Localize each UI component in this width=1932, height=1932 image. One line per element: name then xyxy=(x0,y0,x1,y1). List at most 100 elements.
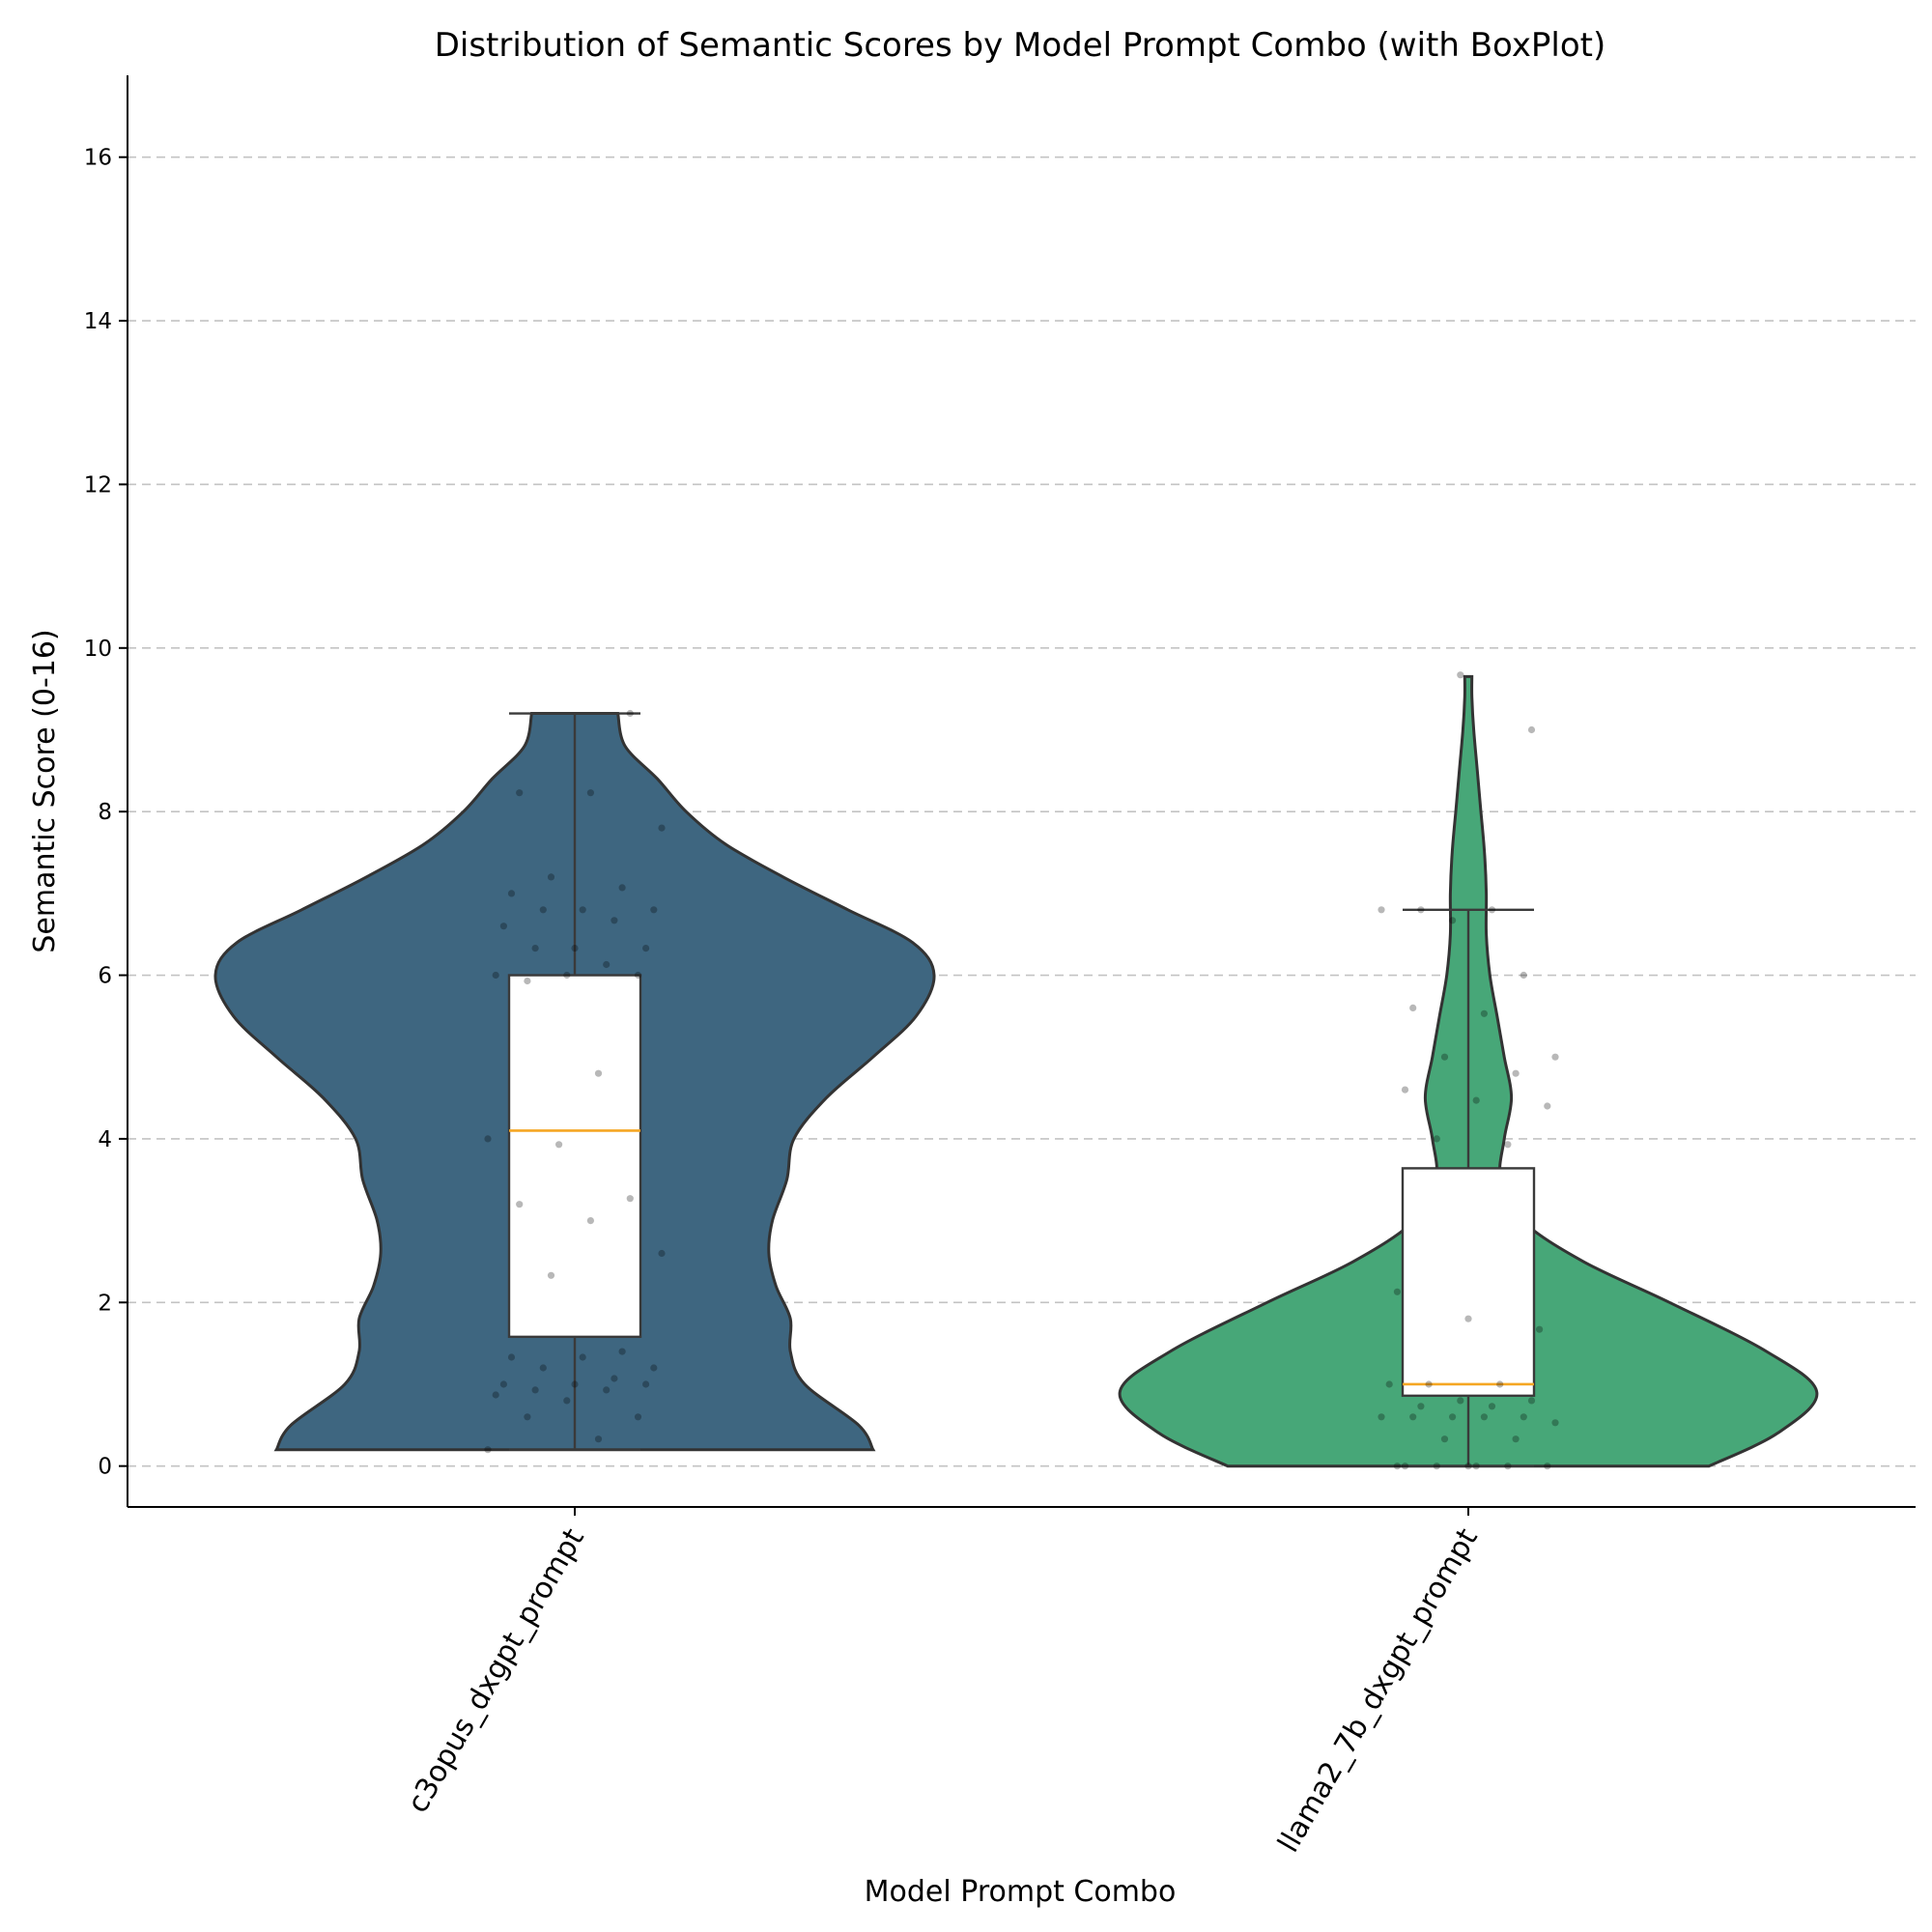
data-point xyxy=(516,1201,524,1208)
x-ticks: c3opus_dxgpt_prompt llama2_7b_dxgpt_promp… xyxy=(401,1507,1485,1859)
data-point xyxy=(1449,917,1457,924)
data-point xyxy=(579,1353,586,1361)
data-point xyxy=(611,1375,618,1382)
data-point xyxy=(586,1217,595,1225)
y-tick-label: 10 xyxy=(84,637,112,662)
data-point xyxy=(484,1135,492,1143)
data-point xyxy=(650,1364,658,1372)
data-point xyxy=(1544,1102,1551,1110)
data-point xyxy=(1480,1413,1488,1421)
y-tick-label: 12 xyxy=(84,472,112,497)
data-point xyxy=(1417,906,1425,914)
data-point xyxy=(1496,1380,1504,1388)
data-point xyxy=(1393,1288,1401,1295)
data-point xyxy=(492,1391,499,1399)
data-point xyxy=(524,1413,531,1421)
x-tick-label: c3opus_dxgpt_prompt xyxy=(401,1522,591,1818)
data-point xyxy=(539,906,547,914)
data-point xyxy=(1464,1315,1472,1322)
y-tick-label: 16 xyxy=(84,146,112,171)
x-axis-label: Model Prompt Combo xyxy=(865,1875,1177,1909)
data-point xyxy=(524,977,531,985)
data-point xyxy=(499,1380,508,1388)
data-point xyxy=(1544,1463,1551,1470)
data-point xyxy=(1457,1397,1464,1405)
data-point xyxy=(1464,1463,1472,1470)
data-point xyxy=(603,1386,611,1394)
data-point xyxy=(626,709,634,718)
data-point xyxy=(579,906,586,914)
data-point xyxy=(492,971,499,980)
data-point xyxy=(658,824,666,832)
data-point xyxy=(1520,971,1527,980)
data-point xyxy=(571,1380,579,1388)
data-point xyxy=(563,971,571,980)
data-point xyxy=(642,945,650,952)
data-point xyxy=(531,945,539,952)
data-point xyxy=(1512,1435,1520,1443)
data-point xyxy=(1378,1413,1385,1421)
data-point xyxy=(499,923,508,930)
data-point xyxy=(539,1364,547,1372)
data-point xyxy=(1409,1004,1417,1011)
box-iqr xyxy=(507,974,642,1339)
y-tick-label: 4 xyxy=(98,1127,112,1152)
data-point xyxy=(1488,1403,1496,1410)
data-point xyxy=(1385,1380,1393,1388)
data-point xyxy=(1504,1141,1512,1149)
data-point xyxy=(507,1353,516,1361)
data-point xyxy=(1433,1463,1440,1470)
data-point xyxy=(1449,1413,1457,1421)
data-point xyxy=(1440,1435,1449,1443)
data-point xyxy=(1417,1403,1425,1410)
data-point xyxy=(1401,1463,1409,1470)
data-point xyxy=(634,971,642,980)
violins xyxy=(213,674,1819,1468)
data-point xyxy=(594,1435,603,1443)
data-point xyxy=(650,906,658,914)
data-point xyxy=(507,890,516,897)
data-point xyxy=(1472,1096,1480,1104)
data-point xyxy=(1551,1053,1559,1061)
data-point xyxy=(1504,1463,1512,1470)
data-point xyxy=(516,789,524,797)
data-point xyxy=(563,1397,571,1405)
data-point xyxy=(531,1386,539,1394)
data-point xyxy=(626,1195,634,1203)
y-axis-label: Semantic Score (0-16) xyxy=(28,629,62,952)
data-point xyxy=(484,1446,492,1454)
data-point xyxy=(1425,1380,1433,1388)
data-point xyxy=(1527,725,1536,734)
data-point xyxy=(1512,1069,1520,1077)
y-ticks: 0 2 4 6 8 10 12 14 16 xyxy=(84,146,128,1480)
data-point xyxy=(1520,1413,1527,1421)
y-tick-label: 8 xyxy=(98,800,112,825)
data-point xyxy=(611,917,618,924)
data-point xyxy=(1480,1009,1488,1017)
data-point xyxy=(571,945,579,952)
data-point xyxy=(618,884,626,892)
data-point xyxy=(603,960,611,969)
data-point xyxy=(547,1271,555,1279)
y-tick-label: 2 xyxy=(98,1291,112,1316)
data-point xyxy=(1433,1135,1440,1143)
data-point xyxy=(618,1348,626,1355)
data-point xyxy=(547,873,555,881)
data-point xyxy=(1488,906,1496,914)
data-point xyxy=(1440,1053,1449,1061)
data-point xyxy=(1457,671,1464,679)
data-point xyxy=(586,789,595,797)
data-point xyxy=(555,1141,563,1149)
y-tick-label: 6 xyxy=(98,964,112,989)
data-point xyxy=(1378,906,1385,914)
data-point xyxy=(1551,1419,1559,1427)
chart-title: Distribution of Semantic Scores by Model… xyxy=(435,26,1606,65)
data-point xyxy=(1536,1325,1544,1333)
boxplots xyxy=(507,712,1536,1467)
data-point xyxy=(1409,1413,1417,1421)
data-point xyxy=(634,1413,642,1421)
data-point xyxy=(642,1380,650,1388)
data-point xyxy=(1401,1086,1409,1094)
data-point xyxy=(1472,1463,1480,1470)
